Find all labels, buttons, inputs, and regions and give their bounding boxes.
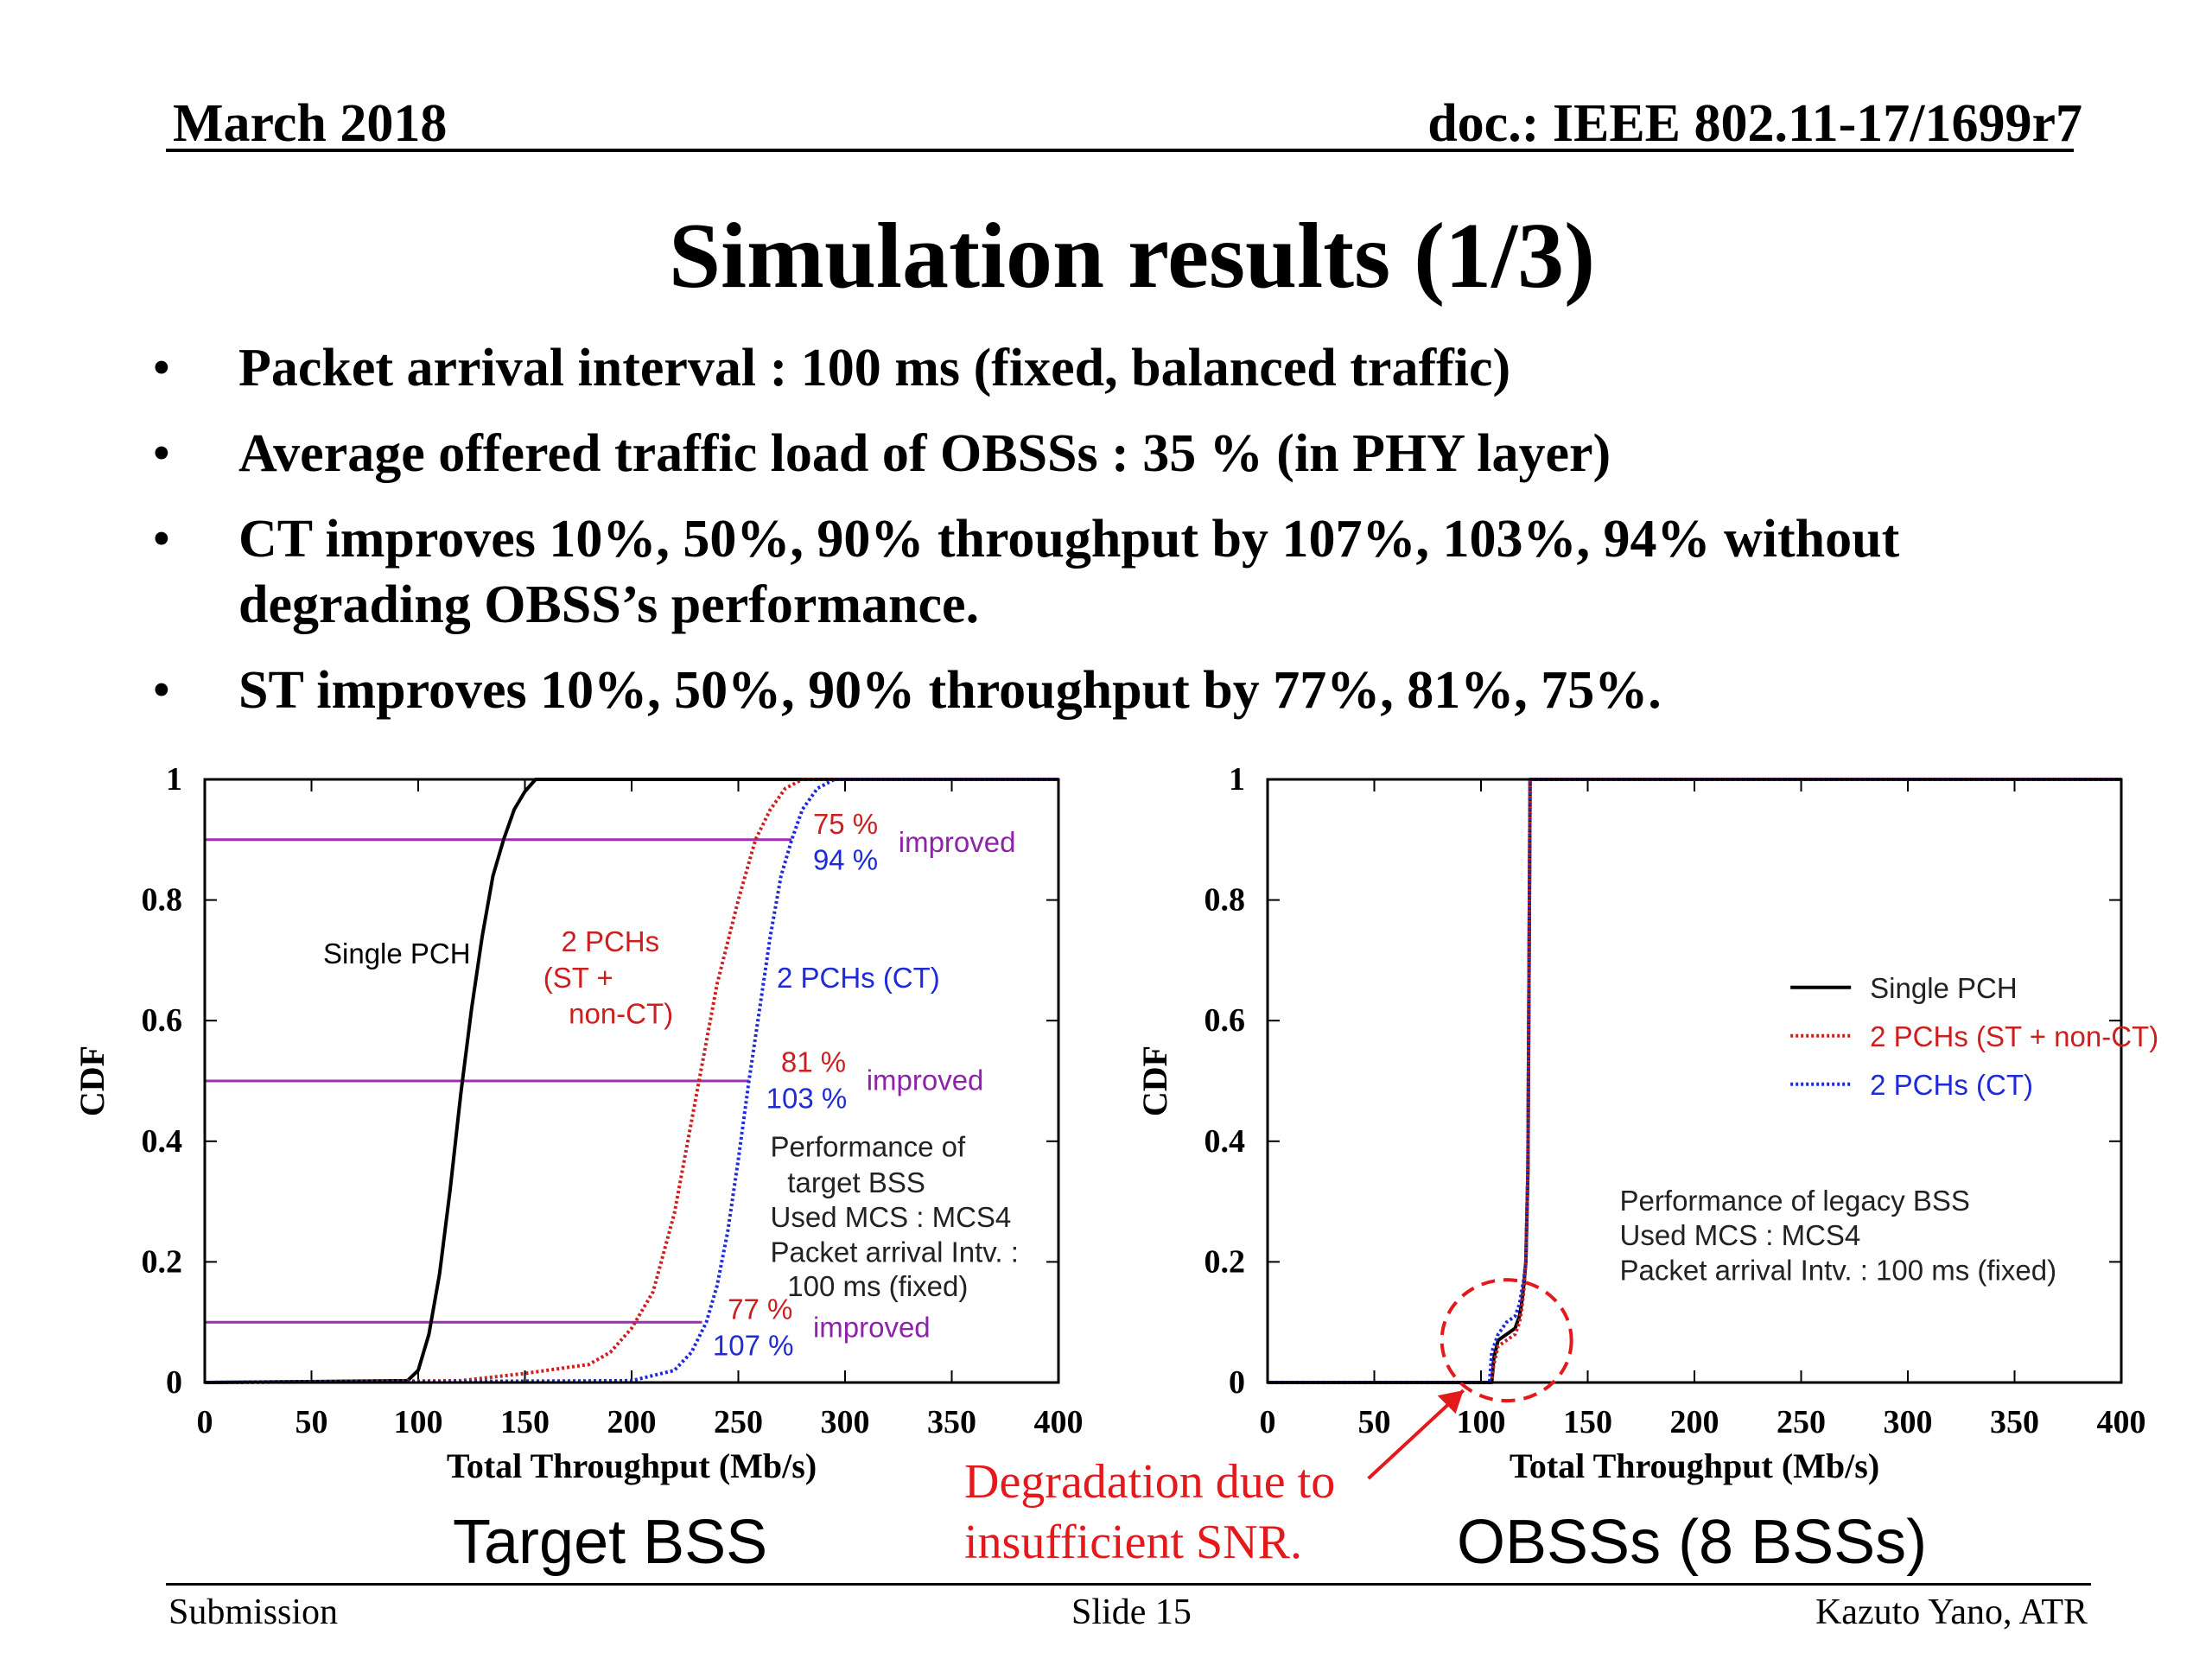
bullet-list: • Packet arrival interval : 100 ms (fixed… bbox=[152, 335, 2139, 743]
bullet-item: • ST improves 10%, 50%, 90% throughput by… bbox=[152, 658, 2139, 723]
bullet-dot: • bbox=[152, 510, 171, 569]
x-tick-label: 400 bbox=[1034, 1404, 1084, 1440]
y-tick-label: 0.8 bbox=[142, 882, 183, 918]
x-tick-label: 0 bbox=[1260, 1404, 1276, 1440]
caption-target-bss: Target BSS bbox=[453, 1508, 768, 1577]
x-tick-label: 150 bbox=[1563, 1404, 1612, 1440]
annotation-lbl_st2: (ST + bbox=[543, 962, 613, 994]
annotation-perf1: Performance of bbox=[771, 1130, 966, 1162]
annotation-perf5: 100 ms (fixed) bbox=[787, 1270, 968, 1302]
plot-frame bbox=[203, 778, 1060, 1384]
bullet-text: Average offered traffic load of OBSSs : … bbox=[238, 424, 1611, 483]
legend-label: 2 PCHs (CT) bbox=[1870, 1069, 2033, 1101]
header-rule bbox=[166, 149, 2074, 152]
annotation-ob1: Performance of legacy BSS bbox=[1620, 1185, 1970, 1217]
x-tick-label: 50 bbox=[296, 1404, 328, 1440]
y-tick-label: 0.2 bbox=[1205, 1243, 1246, 1280]
x-tick-label: 250 bbox=[714, 1404, 763, 1440]
bullet-dot: • bbox=[152, 339, 171, 397]
bullet-item: • CT improves 10%, 50%, 90% throughput by… bbox=[152, 506, 2139, 638]
bullet-text: ST improves 10%, 50%, 90% throughput by … bbox=[238, 661, 1662, 720]
degradation-highlight-circle bbox=[1440, 1278, 1573, 1403]
x-tick-label: 50 bbox=[1358, 1404, 1391, 1440]
x-tick-label: 250 bbox=[1777, 1404, 1826, 1440]
footer-slide-number: Slide 15 bbox=[1071, 1592, 1192, 1632]
header-doc-id: doc.: IEEE 802.11-17/1699r7 bbox=[1427, 94, 2082, 153]
y-tick-label: 0 bbox=[166, 1364, 182, 1401]
degradation-line-1: Degradation due to bbox=[964, 1455, 1336, 1509]
annotation-perf2: target BSS bbox=[787, 1166, 925, 1198]
annotation-imp10: improved bbox=[813, 1312, 931, 1344]
annotation-lbl_st3: non-CT) bbox=[569, 998, 673, 1030]
annotation-lbl_st1: 2 PCHs bbox=[561, 925, 659, 957]
legend-label: 2 PCHs (ST + non-CT) bbox=[1870, 1020, 2158, 1052]
target-bss-chart: 0 50 100 150 200 250 300 350 400 0 0.2 0.4 0.6 0.8 1 To… bbox=[73, 761, 1084, 1485]
x-tick-label: 200 bbox=[607, 1404, 657, 1440]
plot-frame bbox=[1266, 778, 2123, 1384]
footer-submission: Submission bbox=[168, 1592, 339, 1632]
x-axis-label: Total Throughput (Mb/s) bbox=[447, 1446, 817, 1485]
y-tick-label: 1 bbox=[166, 761, 182, 798]
y-tick-label: 0.6 bbox=[142, 1002, 183, 1039]
slide-title: Simulation results (1/3) bbox=[668, 205, 1596, 308]
annotation-p75: 75 % bbox=[813, 808, 878, 840]
y-axis-label: CDF bbox=[1135, 1046, 1174, 1116]
bullet-item: • Packet arrival interval : 100 ms (fixed… bbox=[152, 335, 2139, 401]
x-tick-label: 100 bbox=[394, 1404, 443, 1440]
y-tick-label: 0 bbox=[1229, 1364, 1245, 1401]
y-tick-label: 0.4 bbox=[1205, 1123, 1246, 1160]
x-tick-label: 200 bbox=[1670, 1404, 1719, 1440]
annotation-perf4: Packet arrival Intv. : bbox=[771, 1236, 1019, 1268]
x-tick-label: 150 bbox=[500, 1404, 550, 1440]
series-line-single-pch bbox=[204, 778, 1058, 1384]
annotation-lbl_single: Single PCH bbox=[323, 938, 471, 969]
y-tick-label: 1 bbox=[1229, 761, 1245, 798]
x-tick-label: 350 bbox=[1990, 1404, 2039, 1440]
degradation-arrow-head bbox=[1437, 1390, 1464, 1414]
bullet-text: CT improves 10%, 50%, 90% throughput by … bbox=[238, 510, 1900, 634]
annotation-p77: 77 % bbox=[728, 1294, 792, 1325]
annotation-lbl_ct: 2 PCHs (CT) bbox=[777, 962, 940, 994]
bullet-dot: • bbox=[152, 661, 171, 720]
series-line-2-pchs-st-non-ct bbox=[204, 778, 1058, 1384]
x-tick-label: 0 bbox=[197, 1404, 213, 1440]
x-axis-label: Total Throughput (Mb/s) bbox=[1510, 1446, 1879, 1485]
legend-label: Single PCH bbox=[1870, 972, 2018, 1004]
annotation-p94: 94 % bbox=[813, 844, 878, 876]
footer-author: Kazuto Yano, ATR bbox=[1815, 1592, 2088, 1632]
x-tick-label: 350 bbox=[927, 1404, 976, 1440]
y-tick-label: 0.4 bbox=[142, 1123, 183, 1160]
annotation-p103: 103 % bbox=[766, 1082, 848, 1114]
x-tick-label: 300 bbox=[1884, 1404, 1933, 1440]
obss-chart: 0 50 100 150 200 250 300 350 400 0 0.2 0.4 0.6 0.8 1 To… bbox=[1135, 761, 2158, 1485]
degradation-line-2: insufficient SNR. bbox=[964, 1516, 1302, 1569]
y-tick-label: 0.8 bbox=[1205, 882, 1246, 918]
annotation-imp90: improved bbox=[899, 826, 1016, 858]
annotation-p81: 81 % bbox=[781, 1046, 846, 1078]
annotation-p107: 107 % bbox=[713, 1330, 794, 1362]
caption-obss: OBSSs (8 BSSs) bbox=[1457, 1508, 1928, 1577]
footer-rule bbox=[166, 1583, 2091, 1586]
series-line-2-pchs-ct bbox=[204, 778, 1058, 1384]
annotation-ob3: Packet arrival Intv. : 100 ms (fixed) bbox=[1620, 1254, 2057, 1286]
annotation-ob2: Used MCS : MCS4 bbox=[1620, 1219, 1861, 1251]
series-line-2-pchs-ct bbox=[1268, 778, 2121, 1384]
x-tick-label: 300 bbox=[821, 1404, 870, 1440]
y-tick-label: 0.6 bbox=[1205, 1002, 1246, 1039]
x-tick-label: 400 bbox=[2097, 1404, 2146, 1440]
x-tick-label: 100 bbox=[1457, 1404, 1506, 1440]
bullet-dot: • bbox=[152, 424, 171, 483]
degradation-note: Degradation due to insufficient SNR. bbox=[964, 1452, 1335, 1573]
bullet-text: Packet arrival interval : 100 ms (fixed,… bbox=[238, 339, 1511, 397]
annotation-imp50: improved bbox=[867, 1064, 984, 1096]
y-axis-label: CDF bbox=[73, 1046, 111, 1116]
bullet-item: • Average offered traffic load of OBSSs :… bbox=[152, 421, 2139, 486]
y-tick-label: 0.2 bbox=[142, 1243, 183, 1280]
annotation-perf3: Used MCS : MCS4 bbox=[771, 1201, 1012, 1233]
header-date: March 2018 bbox=[173, 94, 448, 153]
